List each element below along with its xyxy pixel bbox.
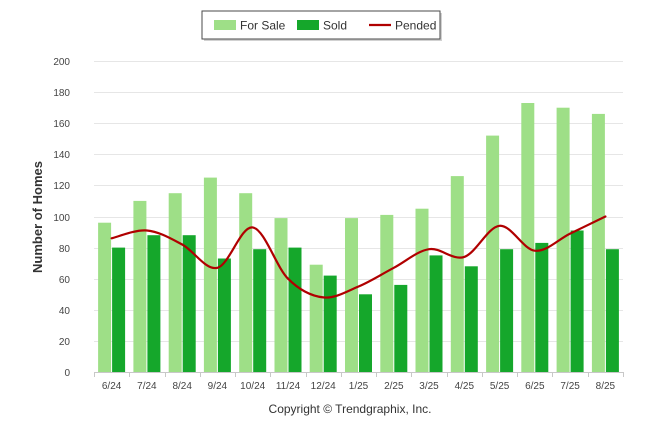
x-tick-label: 11/24 (276, 381, 301, 392)
grid-lines (94, 61, 623, 342)
y-tick-label: 100 (53, 213, 70, 224)
bar-for-sale (203, 177, 217, 372)
bar-sold (217, 258, 231, 372)
bar-for-sale (521, 103, 535, 372)
legend-label: Pended (395, 19, 436, 33)
bar-sold (359, 294, 372, 373)
x-tick-label: 3/25 (419, 381, 439, 392)
bar-sold (500, 249, 514, 372)
bar-sold (464, 266, 478, 372)
bar-sold (323, 275, 337, 372)
x-tick-label: 6/24 (102, 381, 122, 392)
x-tick-label: 7/24 (137, 381, 157, 392)
legend-label: Sold (323, 19, 347, 33)
bar-for-sale (450, 176, 464, 372)
bar-for-sale (556, 107, 570, 372)
line-pended (110, 215, 607, 299)
y-tick-label: 80 (59, 244, 71, 255)
bar-sold (429, 255, 443, 372)
y-tick-label: 160 (53, 119, 70, 130)
bar-sold (288, 247, 302, 372)
bar-for-sale (98, 222, 112, 372)
x-tick-label: 6/25 (525, 381, 545, 392)
bar-sold (394, 284, 408, 372)
bar-sold (112, 247, 126, 372)
x-axis-ticks: 6/24 7/24 8/24 9/24 10/24 11/24 12/24 1/25 2/25 3… (94, 372, 624, 392)
bar-for-sale (133, 200, 147, 372)
bar-for-sale (591, 113, 605, 373)
y-tick-label: 140 (53, 150, 70, 161)
bar-for-sale (309, 264, 323, 372)
y-tick-label: 200 (53, 57, 70, 68)
bar-sold (535, 242, 549, 372)
bar-sold (182, 235, 196, 372)
y-axis-ticks: 0 20 40 60 80 100 120 140 160 180 200 (53, 57, 70, 379)
bar-for-sale (239, 193, 253, 372)
bar-for-sale (486, 135, 500, 372)
bar-sold (147, 235, 161, 372)
pended-line-layer (110, 215, 607, 299)
legend-box (201, 10, 441, 40)
x-tick-label: 12/24 (311, 381, 336, 392)
y-tick-label: 180 (53, 88, 70, 99)
bar-for-sale (274, 218, 288, 372)
bar-for-sale (415, 208, 429, 372)
legend-items: For Sale Sold Pended (214, 19, 436, 33)
bar-sold (605, 249, 619, 372)
x-tick-label: 5/25 (490, 381, 510, 392)
x-tick-label: 2/25 (384, 381, 404, 392)
y-tick-label: 20 (59, 337, 71, 348)
x-tick-label: 9/24 (208, 381, 228, 392)
x-tick-label: 7/25 (560, 381, 580, 392)
y-tick-label: 60 (59, 275, 71, 286)
y-tick-label: 40 (59, 306, 71, 317)
x-tick-label: 1/25 (349, 381, 369, 392)
y-axis-title: Number of Homes (30, 161, 45, 273)
bar-for-sale (168, 193, 182, 372)
legend: For Sale Sold Pended (201, 10, 442, 41)
legend-swatch (297, 20, 319, 30)
bars (98, 103, 619, 373)
bar-sold (253, 249, 267, 372)
y-tick-label: 120 (53, 181, 70, 192)
x-tick-label: 10/24 (240, 381, 265, 392)
bar-for-sale (345, 218, 358, 372)
y-tick-label: 0 (64, 368, 70, 379)
x-tick-label: 4/25 (455, 381, 475, 392)
bar-sold (570, 230, 584, 372)
x-tick-label: 8/25 (596, 381, 616, 392)
legend-label: For Sale (240, 19, 286, 33)
x-tick-label: 8/24 (172, 381, 192, 392)
legend-swatch (214, 20, 236, 30)
copyright-text: Copyright © Trendgraphix, Inc. (269, 402, 432, 416)
bar-for-sale (380, 214, 394, 372)
